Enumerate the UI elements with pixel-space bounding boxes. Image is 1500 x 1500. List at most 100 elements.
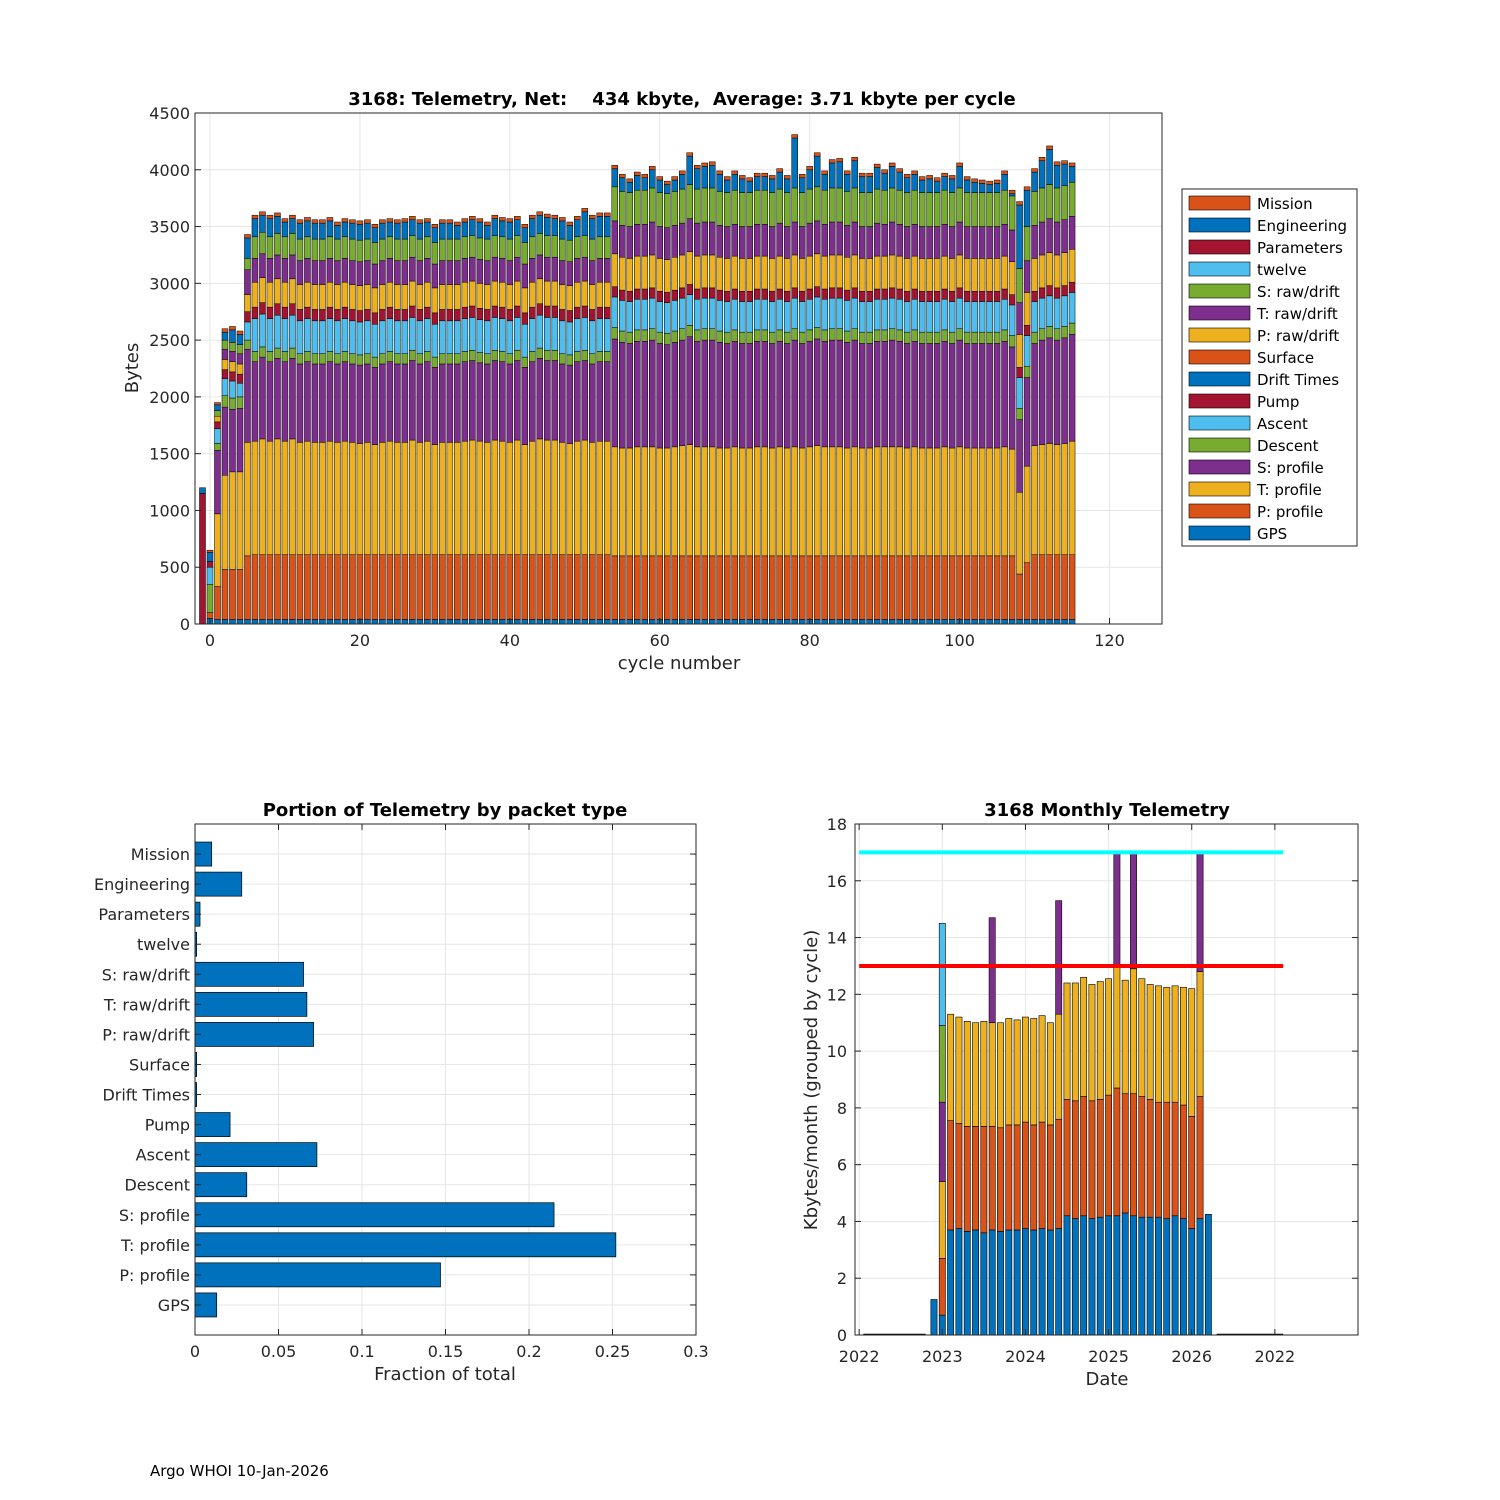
top-bar-segment [311, 320, 319, 354]
br-xlabel: Date [1085, 1369, 1128, 1390]
top-bar-segment [634, 255, 641, 290]
top-bar-segment [836, 161, 843, 189]
top-bar-segment [708, 339, 716, 448]
top-bar-segment [956, 254, 963, 289]
top-bar-segment [574, 306, 581, 319]
top-xtick-label: 80 [800, 631, 820, 650]
top-bar-segment [1023, 325, 1031, 336]
top-bar-segment [656, 192, 664, 227]
top-bar-segment [783, 226, 791, 259]
top-bar-segment [664, 619, 671, 625]
top-bar-segment [394, 260, 401, 285]
top-bar-segment [394, 284, 401, 310]
top-bar-segment [371, 227, 379, 243]
top-bar-segment [693, 164, 701, 169]
top-bar-segment [214, 410, 221, 417]
br-bar-segment [1121, 1212, 1129, 1336]
top-bar-segment [319, 554, 326, 620]
top-bar-segment [626, 343, 634, 449]
top-bar-segment [274, 278, 281, 305]
top-bar-segment [866, 343, 873, 449]
top-bar-segment [319, 442, 326, 555]
top-bar-segment [266, 218, 274, 238]
top-bar-segment [371, 356, 379, 368]
top-bar-segment [499, 554, 506, 620]
br-xtick-label: 2023 [922, 1347, 963, 1366]
top-ytick-label: 2000 [149, 388, 190, 407]
top-bar-segment [866, 619, 873, 625]
top-bar-segment [551, 360, 559, 441]
top-bar-segment [634, 340, 641, 448]
top-bar-segment [806, 340, 813, 448]
top-bar-segment [551, 317, 559, 351]
top-bar-segment [544, 619, 551, 625]
top-bar-segment [401, 260, 409, 285]
top-bar-segment [401, 353, 409, 365]
top-bar-segment [1046, 295, 1053, 327]
br-ytick-label: 0 [837, 1326, 847, 1345]
top-bar-segment [319, 260, 326, 285]
top-bar-segment [484, 442, 491, 555]
top-bar-segment [521, 356, 529, 368]
top-bar-segment [611, 338, 619, 448]
br-bar-segment [1130, 1215, 1137, 1336]
top-bar-segment [761, 224, 768, 257]
top-bar-segment [926, 226, 933, 259]
top-bar-segment [604, 361, 611, 442]
top-bar-segment [963, 555, 971, 620]
top-bar-segment [424, 318, 431, 352]
top-bar-segment [1053, 287, 1061, 299]
top-bar-segment [1008, 229, 1016, 263]
top-bar-segment [888, 619, 896, 625]
top-bar-segment [559, 220, 566, 240]
top-bar-segment [1023, 186, 1031, 191]
top-bar-segment [776, 555, 783, 620]
top-bar-segment [416, 442, 424, 555]
top-bar-segment [221, 619, 229, 625]
br-bar-segment [1055, 1228, 1063, 1336]
top-bar-segment [574, 351, 581, 362]
top-bar-segment [918, 291, 926, 302]
top-bar-segment [364, 222, 371, 240]
top-bar-segment [768, 175, 776, 180]
top-bar-segment [386, 218, 394, 223]
br-bar-segment [1005, 1018, 1013, 1126]
top-bar-segment [746, 447, 753, 557]
top-bar-segment [574, 318, 581, 352]
top-bar-segment [364, 238, 371, 261]
bl-bar [194, 1202, 555, 1228]
top-bar-segment [551, 256, 559, 282]
top-bar-segment [416, 238, 424, 261]
top-bar-segment [506, 353, 514, 365]
top-bar-segment [356, 220, 364, 225]
top-bar-segment [514, 256, 521, 282]
top-bar-segment [828, 221, 836, 256]
top-bar-segment [708, 446, 716, 557]
top-bar-segment [349, 442, 356, 555]
top-bar-segment [993, 291, 1001, 302]
top-bar-segment [701, 555, 708, 620]
top-bar-segment [1053, 187, 1061, 223]
top-bar-segment [783, 447, 791, 557]
br-bar-segment [1046, 1022, 1054, 1126]
top-bar-segment [611, 253, 619, 287]
top-legend-label: Descent [1257, 437, 1319, 455]
top-bar-segment [671, 289, 679, 301]
top-bar-segment [858, 301, 866, 333]
top-bar-segment [896, 288, 903, 300]
top-bar-segment [716, 342, 723, 449]
top-bar-segment [911, 224, 918, 257]
top-bar-segment [266, 258, 274, 283]
top-bar-segment [1016, 367, 1023, 378]
top-bar-segment [813, 155, 821, 188]
top-bar-segment [1008, 304, 1016, 336]
top-bar-segment [911, 288, 918, 300]
top-bar-segment [903, 177, 911, 193]
top-bar-segment [933, 258, 941, 292]
top-bar-segment [903, 331, 911, 344]
top-bar-segment [858, 258, 866, 292]
top-bar-segment [589, 260, 596, 285]
top-bar-segment [783, 555, 791, 620]
top-bar-segment [716, 174, 723, 192]
top-bar-segment [753, 176, 761, 191]
